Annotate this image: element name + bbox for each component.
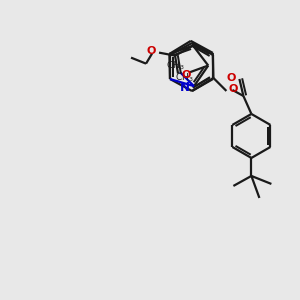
Text: O: O [181, 70, 191, 80]
Text: CH$_3$: CH$_3$ [175, 71, 194, 84]
Text: CH$_3$: CH$_3$ [166, 60, 184, 72]
Text: O: O [229, 84, 238, 94]
Text: O: O [146, 46, 156, 56]
Text: O: O [227, 73, 236, 83]
Text: N: N [180, 81, 190, 94]
